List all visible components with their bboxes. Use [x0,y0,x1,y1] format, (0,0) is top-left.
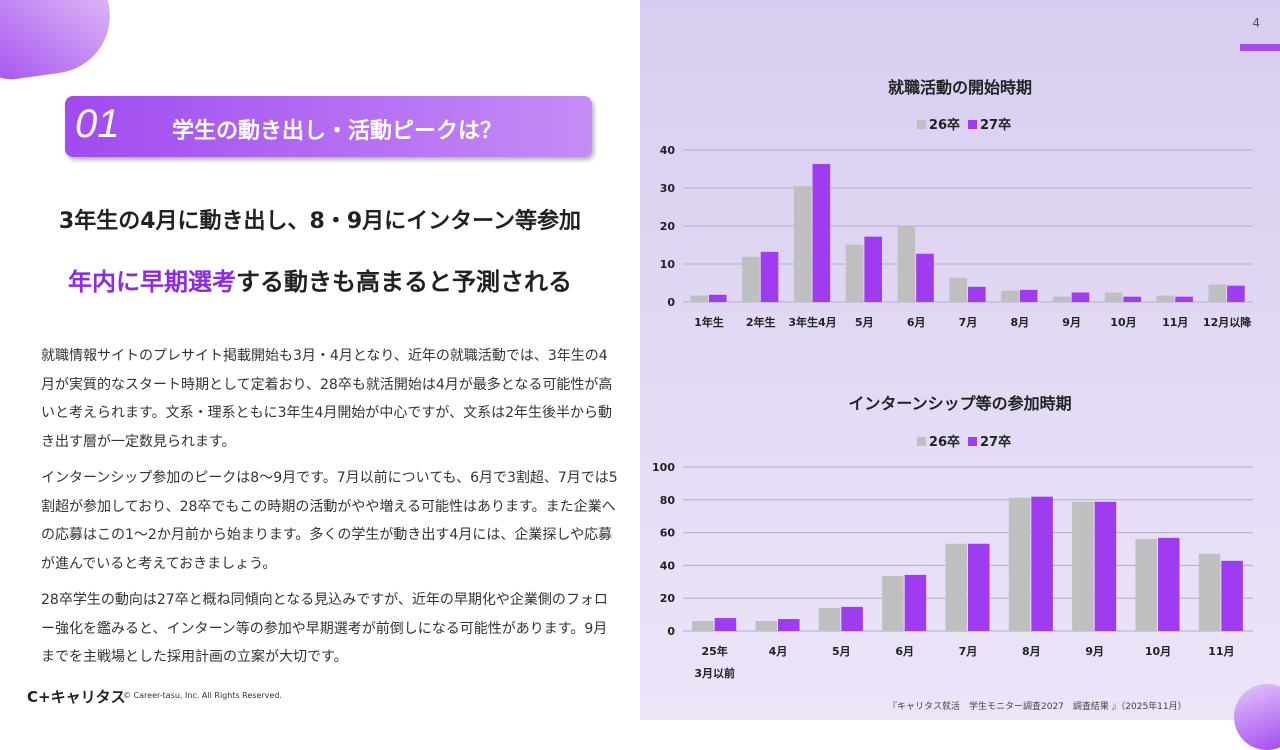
section-title: 学生の動き出し・活動ピークは？ [172,119,503,144]
chart1-legend: 26卒 27卒 [640,114,1280,133]
x-tick-label: 3月以前 [694,666,735,680]
section-header: 01 学生の動き出し・活動ピークは？ [65,96,592,157]
bar-27卒 [708,294,727,302]
x-tick-label: 2年生 [746,315,776,329]
bar-27卒 [841,606,863,631]
bar-26卒 [692,620,714,631]
section-number: 01 [75,102,120,146]
bar-27卒 [968,543,990,631]
paragraph: 28卒学生の動向は27卒と概ね同傾向となる見込みですが、近年の早期化や企業側のフ… [41,592,608,665]
y-tick-label: 20 [660,220,676,233]
y-tick-label: 60 [660,527,676,540]
y-tick-label: 40 [660,559,676,572]
y-tick-label: 30 [660,182,676,195]
x-tick-label: 9月 [1085,645,1104,658]
chart2: 0 20 40 60 80 100 25年 3月以前 4月 5月 6月 7月 8月 9月 10月 11月 [652,461,1253,680]
bar-27卒 [1158,537,1180,631]
bar-27卒 [1071,292,1090,302]
bar-26卒 [949,277,967,302]
x-tick-label: 3年生4月 [788,315,836,329]
x-tick-label: 11月 [1208,645,1234,658]
bar-27卒 [1094,501,1117,631]
x-tick-label: 8月 [1022,645,1041,658]
bar-26卒 [1198,553,1221,631]
copyright: © Career-tasu, Inc. All Rights Reserved. [123,691,282,700]
bar-27卒 [1227,285,1245,302]
y-tick-label: 10 [660,258,676,271]
bar-27卒 [760,251,779,302]
bar-27卒 [1019,289,1038,302]
bar-27卒 [864,236,882,302]
legend-27: 27卒 [980,118,1012,133]
headline: 3年生の4月に動き出し、8・9月にインターン等参加 [58,209,582,234]
x-tick-label: 9月 [1062,316,1081,329]
bar-27卒 [1123,296,1142,302]
bar-26卒 [1072,501,1094,631]
paragraph: 就職情報サイトのプレサイト掲載開始も3月・4月となり、近年の就職活動では、3年生… [41,348,613,450]
chart2-legend: 26卒 27卒 [640,431,1280,450]
bar-27卒 [714,618,737,631]
y-tick-label: 20 [660,592,676,605]
bar-26卒 [818,607,841,631]
paragraph: インターンシップ参加のピークは8〜9月です。7月以前についても、6月で3割超、7… [41,470,618,572]
legend-27: 27卒 [980,435,1012,450]
x-tick-label: 25年 [702,644,728,658]
bar-26卒 [1104,292,1123,302]
chart2-title: インターンシップ等の参加時期 [848,394,1072,413]
bar-26卒 [882,575,904,631]
source-note: 『キャリタス就活 学生モニター調査2027 調査結果 』（2025年11月） [888,702,1187,712]
subheadline: 年内に早期選考する動きも高まると予測される [0,262,640,297]
x-tick-label: 8月 [1010,316,1029,329]
y-tick-label: 0 [667,625,675,638]
body-text: 就職情報サイトのプレサイト掲載開始も3月・4月となり、近年の就職活動では、3年生… [41,342,621,680]
bar-26卒 [945,543,967,631]
bar-27卒 [1221,560,1243,631]
chart1: 0 10 20 30 40 1年生 2年生 3年生4月 5月 6月 7月 8月 9月 10月 11月 12月以… [660,144,1253,329]
bar-27卒 [812,164,831,302]
x-tick-label: 10月 [1110,316,1136,329]
y-tick-label: 100 [652,461,675,474]
page-number: 4 [1252,16,1260,30]
bar-26卒 [1156,295,1175,302]
bar-27卒 [904,574,927,631]
bar-26卒 [845,244,864,302]
bar-27卒 [968,286,986,302]
x-tick-label: 5月 [832,645,851,658]
bar-26卒 [1008,497,1031,631]
x-tick-label: 6月 [907,316,926,329]
bar-26卒 [1001,290,1019,302]
bar-26卒 [1135,538,1157,631]
x-tick-label: 4月 [769,645,788,658]
y-tick-label: 0 [667,296,675,309]
bar-27卒 [778,619,800,631]
headline-highlight: 年内に早期選考 [68,268,236,296]
y-tick-label: 40 [660,144,676,157]
bar-26卒 [1053,296,1071,302]
bar-27卒 [1031,496,1053,631]
bar-26卒 [755,620,777,631]
bar-26卒 [897,226,916,302]
bar-26卒 [690,295,708,302]
decorative-blob [0,0,118,85]
bar-26卒 [793,186,812,302]
bar-27卒 [916,253,934,302]
headline-rest: する動きも高まると予測される [236,268,572,296]
x-tick-label: 10月 [1145,645,1171,658]
x-tick-label: 5月 [855,316,874,329]
accent-bar [1240,44,1280,51]
legend-26: 26卒 [928,435,960,450]
x-tick-label: 7月 [959,645,978,658]
x-tick-label: 12月以降 [1203,315,1252,329]
x-tick-label: 1年生 [694,315,724,329]
company-logo: C+キャリタス [27,688,126,706]
bar-26卒 [742,256,760,302]
chart1-title: 就職活動の開始時期 [887,78,1032,97]
bar-27卒 [1175,296,1193,302]
legend-26: 26卒 [928,118,960,133]
x-tick-label: 11月 [1162,316,1188,329]
bar-26卒 [1208,284,1227,302]
x-tick-label: 6月 [895,645,914,658]
y-tick-label: 80 [660,494,676,507]
x-tick-label: 7月 [959,316,978,329]
